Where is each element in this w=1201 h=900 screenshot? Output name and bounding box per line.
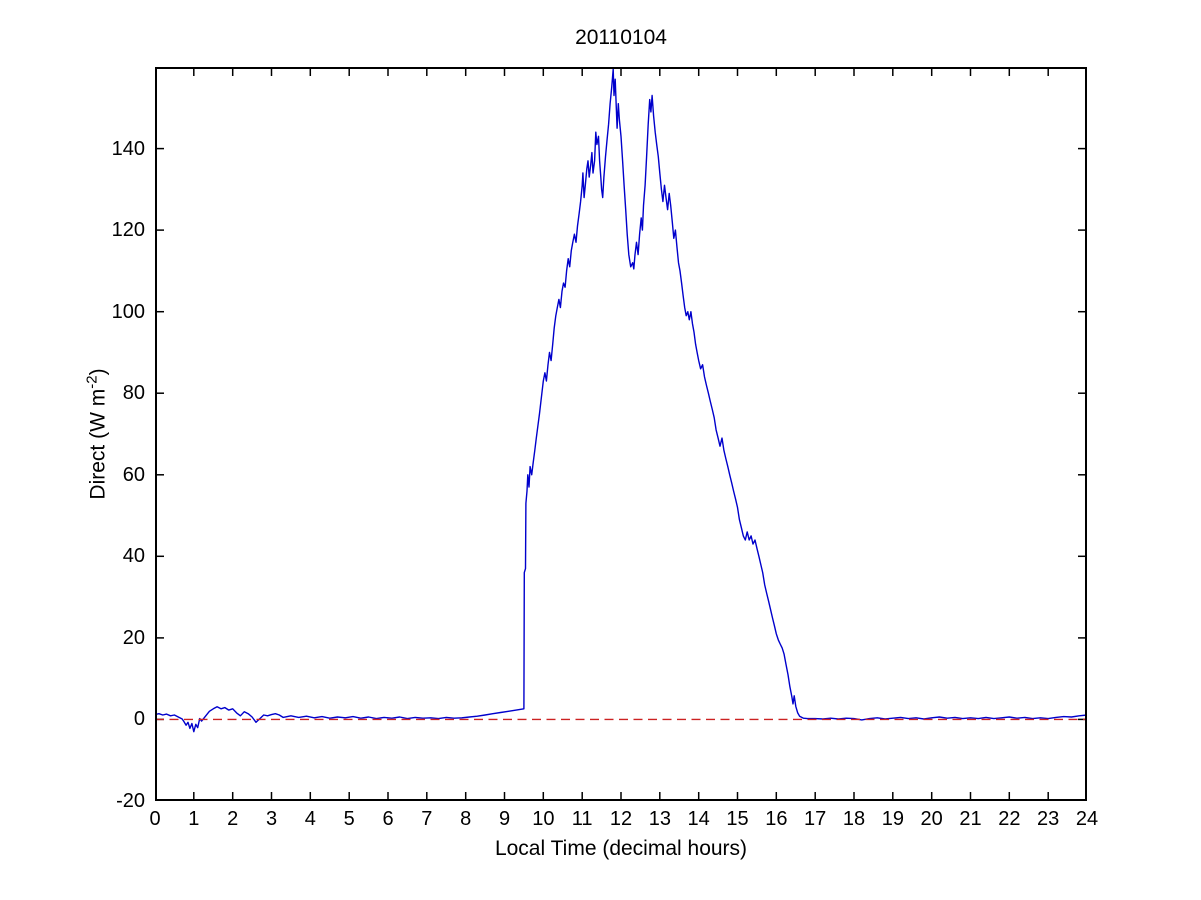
x-tick-label: 21 xyxy=(959,808,982,830)
x-tick-label: 5 xyxy=(343,808,355,830)
x-tick-label: 23 xyxy=(1037,808,1060,830)
x-tick-label: 6 xyxy=(382,808,394,830)
x-axis-label: Local Time (decimal hours) xyxy=(494,837,748,860)
x-tick-label: 10 xyxy=(532,808,555,830)
y-tick-label: -20 xyxy=(116,790,145,812)
y-tick-label: 60 xyxy=(122,463,145,486)
y-tick-label: 100 xyxy=(111,300,145,323)
x-tick-label: 12 xyxy=(609,808,633,830)
y-tick-label: 40 xyxy=(122,545,145,568)
x-tick-label: 15 xyxy=(726,808,749,830)
x-tick-label: 14 xyxy=(687,808,710,830)
axes-box xyxy=(155,67,1087,801)
x-tick-label: 0 xyxy=(149,808,161,830)
y-axis-label-close: ) xyxy=(86,368,110,376)
y-tick-label: 20 xyxy=(122,626,145,649)
plot-area xyxy=(155,67,1087,801)
x-tick-label: 7 xyxy=(421,808,433,830)
x-tick-label: 16 xyxy=(765,808,788,830)
y-tick-label: 120 xyxy=(111,219,145,242)
x-tick-label: 1 xyxy=(188,808,200,830)
x-tick-label: 19 xyxy=(881,808,904,830)
x-tick-label: 3 xyxy=(265,808,278,830)
x-tick-label: 8 xyxy=(460,808,472,830)
chart-canvas xyxy=(155,67,1087,801)
chart-title: 20110104 xyxy=(575,26,667,49)
x-tick-label: 18 xyxy=(842,808,866,830)
y-tick-label: 140 xyxy=(111,137,145,160)
x-tick-label: 17 xyxy=(804,808,827,830)
y-tick-label: 0 xyxy=(133,708,145,731)
x-tick-label: 13 xyxy=(648,808,671,830)
x-tick-label: 4 xyxy=(304,808,316,830)
y-tick-label: 80 xyxy=(122,382,145,405)
x-tick-label: 11 xyxy=(571,808,593,830)
direct-irradiance-line xyxy=(155,68,1087,733)
x-tick-label: 2 xyxy=(227,808,239,830)
x-tick-label: 9 xyxy=(498,808,511,830)
x-tick-label: 20 xyxy=(920,808,943,830)
x-tick-label: 24 xyxy=(1075,808,1099,830)
x-tick-label: 22 xyxy=(998,808,1021,830)
